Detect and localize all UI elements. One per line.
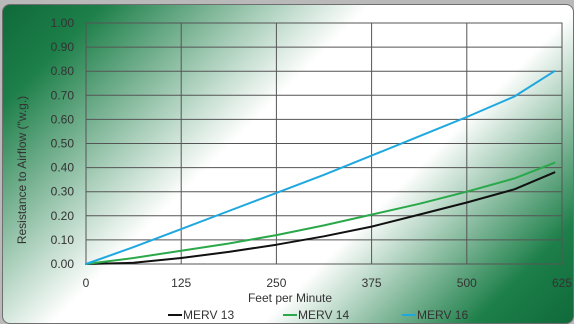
series-lines [85, 70, 556, 265]
x-tick-label: 250 [266, 276, 286, 290]
y-tick-label: 1.00 [51, 16, 75, 30]
chart-frame [2, 4, 574, 324]
y-tick-labels: 0.00 0.10 0.20 0.30 0.40 0.50 0.60 0.70 0.80 0.90… [51, 16, 75, 271]
x-tick-label: 500 [457, 276, 477, 290]
y-tick-label: 0.10 [51, 233, 75, 247]
y-tick-label: 0.00 [51, 257, 75, 271]
x-tick-label: 0 [83, 276, 90, 290]
y-axis-title: Resistance to Airflow ("w.g.) [15, 96, 29, 244]
y-tick-label: 0.90 [51, 40, 75, 54]
y-tick-label: 0.50 [51, 137, 75, 151]
x-axis-title: Feet per Minute [248, 291, 332, 305]
legend: MERV 13 MERV 14 MERV 16 [168, 308, 468, 322]
legend-label-2: MERV 14 [298, 308, 349, 322]
x-tick-labels: 0 125 250 375 500 625 [83, 276, 573, 290]
legend-label-3: MERV 16 [417, 308, 468, 322]
y-tick-label: 0.70 [51, 88, 75, 102]
x-tick-label: 625 [552, 276, 572, 290]
series-line-3 [85, 70, 556, 265]
series-line-2 [85, 161, 556, 265]
legend-label-1: MERV 13 [183, 308, 234, 322]
y-tick-label: 0.30 [51, 185, 75, 199]
x-tick-label: 125 [171, 276, 191, 290]
x-tick-label: 375 [362, 276, 382, 290]
y-tick-label: 0.60 [51, 112, 75, 126]
y-tick-label: 0.80 [51, 64, 75, 78]
y-tick-label: 0.40 [51, 161, 75, 175]
gridlines [85, 22, 563, 265]
y-tick-label: 0.20 [51, 209, 75, 223]
series-line-1 [85, 171, 556, 265]
